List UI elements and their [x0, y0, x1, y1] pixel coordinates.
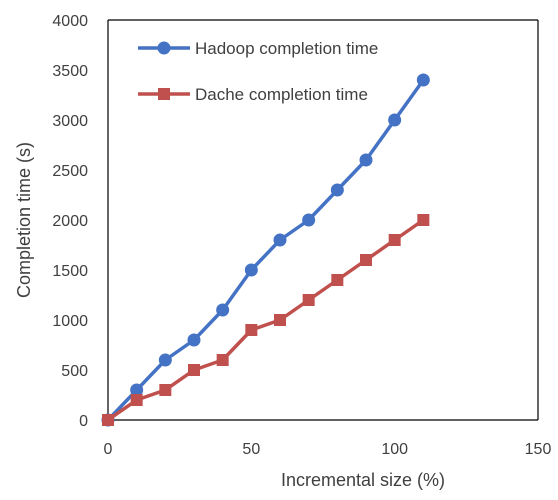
y-tick-label: 3500: [52, 63, 88, 80]
series-dache: [102, 214, 430, 426]
data-point: [416, 73, 430, 87]
x-tick-label: 0: [104, 441, 113, 458]
series: [101, 73, 430, 427]
data-point: [273, 233, 287, 247]
y-axis-title: Completion time (s): [14, 142, 34, 298]
data-point: [159, 384, 172, 396]
data-point: [188, 364, 200, 376]
data-point: [331, 274, 344, 286]
legend-item-hadoop: Hadoop completion time: [138, 39, 378, 58]
data-point: [302, 294, 315, 306]
data-point: [130, 394, 143, 406]
x-tick-labels: 0 50 100 150: [104, 441, 552, 458]
data-point: [216, 354, 229, 366]
x-tick-label: 150: [525, 441, 552, 458]
y-tick-label: 1500: [52, 263, 88, 280]
axes: [107, 19, 539, 421]
legend-item-dache: Dache completion time: [138, 85, 368, 104]
data-point: [102, 414, 114, 426]
data-point: [187, 333, 201, 347]
data-point: [388, 113, 402, 127]
legend-label-dache: Dache completion time: [195, 85, 368, 104]
data-point: [417, 214, 430, 226]
data-point: [388, 234, 401, 246]
y-tick-label: 3000: [52, 113, 88, 130]
series-line: [106, 78, 425, 422]
data-point: [330, 183, 344, 197]
data-point: [245, 324, 258, 336]
legend-label-hadoop: Hadoop completion time: [195, 39, 378, 58]
y-tick-label: 0: [79, 413, 88, 430]
legend: Hadoop completion time Dache completion …: [138, 39, 378, 104]
x-axis-title: Incremental size (%): [281, 470, 445, 490]
y-tick-labels: 0 500 1000 1500 2000 2500 3000 3500 4000: [52, 13, 88, 430]
legend-marker-dache: [158, 88, 170, 100]
x-tick-label: 100: [381, 441, 408, 458]
data-point: [302, 213, 316, 227]
data-point: [216, 303, 230, 317]
data-point: [244, 263, 258, 277]
y-tick-label: 4000: [52, 13, 88, 30]
y-tick-label: 2500: [52, 163, 88, 180]
legend-marker-hadoop: [157, 41, 171, 55]
data-point: [158, 353, 172, 367]
y-tick-label: 1000: [52, 313, 88, 330]
data-point: [130, 383, 144, 397]
y-tick-label: 500: [61, 363, 88, 380]
y-tick-label: 2000: [52, 213, 88, 230]
data-point: [359, 153, 373, 167]
data-point: [274, 314, 286, 326]
series-hadoop: [101, 73, 430, 427]
x-tick-label: 50: [242, 441, 260, 458]
data-point: [360, 254, 372, 266]
